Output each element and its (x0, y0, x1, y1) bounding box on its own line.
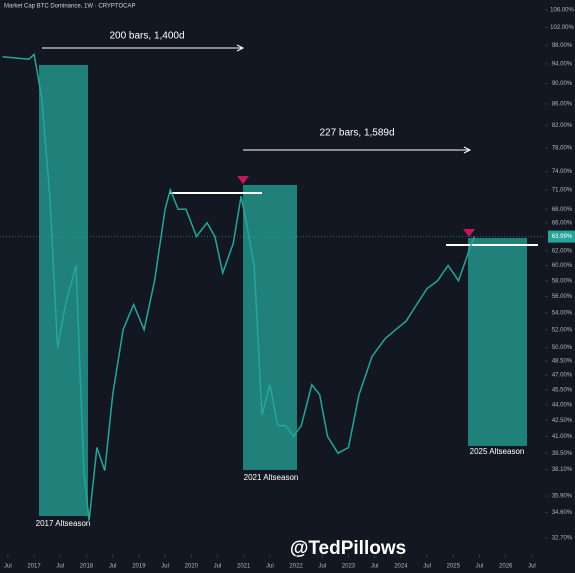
y-tick-label: 82.00% (552, 123, 573, 129)
y-tick-label: 66.00% (552, 220, 573, 226)
y-tick-label: 68.00% (552, 207, 573, 213)
annotation: 227 bars, 1,589d (319, 128, 394, 139)
x-tick-label: Jul (109, 564, 117, 570)
x-tick-label: 2021 (237, 564, 251, 570)
top-marker (463, 229, 475, 237)
y-tick-label: 34.60% (552, 510, 573, 516)
annotation: 2025 Altseason (470, 447, 525, 456)
annotation: 2017 Altseason (36, 519, 91, 528)
y-tick-label: 50.00% (552, 345, 573, 351)
y-tick-label: 45.50% (552, 387, 573, 393)
y-tick-label: 32.70% (552, 536, 573, 542)
y-tick-label: 102.00% (550, 25, 574, 31)
watermark: @TedPillows (290, 538, 406, 559)
y-tick-label: 52.00% (552, 327, 573, 333)
altseason-box (243, 185, 297, 470)
y-tick-label: 35.90% (552, 494, 573, 500)
x-tick-label: Jul (4, 564, 12, 570)
x-tick-label: Jul (528, 564, 536, 570)
y-tick-label: 78.00% (552, 145, 573, 151)
x-tick-label: Jul (371, 564, 379, 570)
altseason-box (468, 238, 527, 446)
y-tick-label: 60.00% (552, 263, 573, 269)
last-value-label: 63.99% (552, 234, 573, 240)
x-tick-label: 2019 (132, 564, 146, 570)
x-tick-label: Jul (266, 564, 274, 570)
annotation: 2021 Altseason (244, 473, 299, 482)
price-line (2, 53, 476, 521)
altseason-box (39, 65, 88, 516)
y-tick-label: 62.00% (552, 248, 573, 254)
y-tick-label: 39.50% (552, 451, 573, 457)
x-tick-label: Jul (318, 564, 326, 570)
y-tick-label: 44.00% (552, 402, 573, 408)
x-tick-label: 2017 (27, 564, 41, 570)
y-tick-label: 106.00% (550, 8, 574, 14)
y-tick-label: 42.50% (552, 418, 573, 424)
y-tick-label: 94.00% (552, 62, 573, 68)
x-tick-label: Jul (56, 564, 64, 570)
y-tick-label: 47.00% (552, 373, 573, 379)
x-tick-label: 2026 (499, 564, 513, 570)
y-tick-label: 54.00% (552, 310, 573, 316)
x-tick-label: 2018 (80, 564, 94, 570)
arrow-head (236, 44, 245, 52)
x-tick-label: 2023 (342, 564, 356, 570)
x-tick-label: 2020 (185, 564, 199, 570)
y-tick-label: 98.00% (552, 43, 573, 49)
y-tick-label: 74.00% (552, 169, 573, 175)
annotation: 200 bars, 1,400d (109, 31, 184, 42)
x-tick-label: Jul (161, 564, 169, 570)
y-tick-label: 48.50% (552, 359, 573, 365)
x-tick-label: 2022 (289, 564, 303, 570)
arrow-head (463, 146, 472, 154)
top-marker (237, 176, 249, 184)
y-tick-label: 71.00% (552, 188, 573, 194)
x-tick-label: Jul (476, 564, 484, 570)
y-tick-label: 58.00% (552, 278, 573, 284)
chart-title: Market Cap BTC Dominance, 1W · CRYPTOCAP (4, 4, 135, 10)
y-tick-label: 56.00% (552, 294, 573, 300)
x-tick-label: Jul (423, 564, 431, 570)
y-tick-label: 41.00% (552, 434, 573, 440)
last-value-box (548, 230, 575, 243)
y-tick-label: 90.00% (552, 81, 573, 87)
x-tick-label: Jul (214, 564, 222, 570)
x-tick-label: 2024 (394, 564, 408, 570)
y-tick-label: 38.10% (552, 467, 573, 473)
y-tick-label: 86.00% (552, 101, 573, 107)
x-tick-label: 2025 (447, 564, 461, 570)
